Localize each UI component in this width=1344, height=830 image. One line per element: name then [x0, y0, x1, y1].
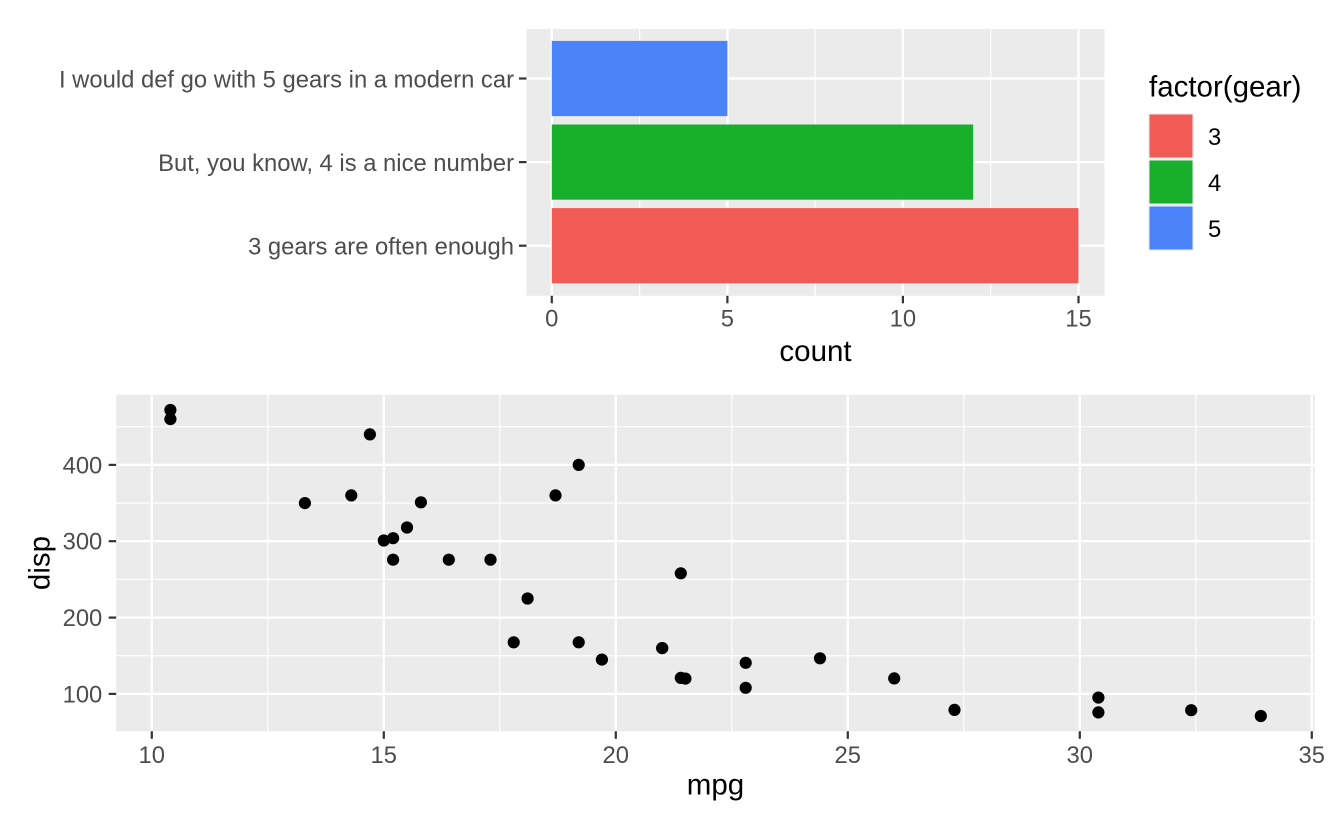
svg-text:0: 0 [545, 305, 558, 332]
svg-text:100: 100 [63, 681, 103, 708]
svg-text:300: 300 [63, 529, 103, 556]
svg-text:5: 5 [721, 305, 734, 332]
svg-text:10: 10 [139, 742, 165, 769]
svg-text:factor(gear): factor(gear) [1149, 71, 1301, 104]
svg-text:I would def go with 5 gears in: I would def go with 5 gears in a modern … [59, 66, 514, 93]
svg-text:200: 200 [63, 605, 103, 632]
svg-text:15: 15 [1065, 305, 1091, 332]
svg-text:3: 3 [1208, 124, 1221, 151]
svg-text:30: 30 [1067, 742, 1093, 769]
svg-text:disp: disp [24, 536, 57, 590]
svg-text:20: 20 [603, 742, 629, 769]
svg-text:3 gears are often enough: 3 gears are often enough [248, 234, 514, 261]
svg-text:15: 15 [371, 742, 397, 769]
svg-text:10: 10 [890, 305, 916, 332]
svg-text:But, you know, 4 is a nice num: But, you know, 4 is a nice number [158, 150, 514, 177]
svg-text:4: 4 [1208, 170, 1221, 197]
svg-text:25: 25 [835, 742, 861, 769]
svg-text:400: 400 [63, 452, 103, 479]
svg-text:count: count [779, 335, 851, 368]
svg-text:35: 35 [1299, 742, 1325, 769]
svg-text:mpg: mpg [687, 769, 744, 802]
svg-text:5: 5 [1208, 216, 1221, 243]
